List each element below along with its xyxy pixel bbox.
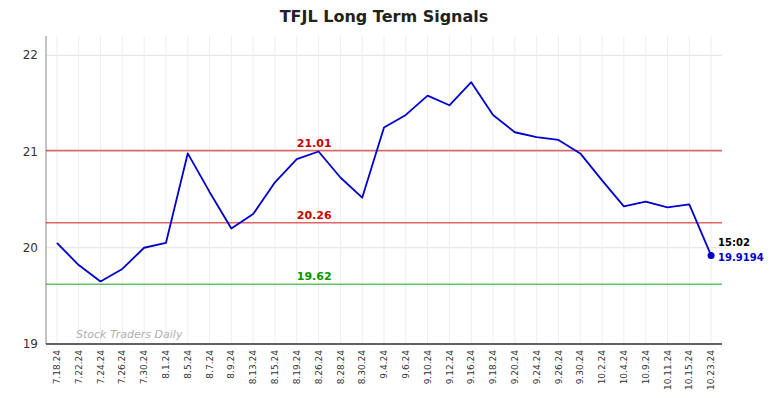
x-tick-label: 7.18.24 [52,350,62,385]
last-time-label: 15:02 [718,237,750,248]
x-grid-line [100,36,101,344]
x-tick-label: 10.4.24 [619,350,629,385]
x-tick-label: 8.9.24 [227,350,237,379]
x-tick-label: 8.5.24 [183,350,193,379]
x-tick-label: 8.30.24 [357,350,367,385]
x-grid-line [384,36,385,344]
x-tick-label: 7.22.24 [74,350,84,385]
x-tick-label: 9.20.24 [510,350,520,385]
x-grid-line [427,36,428,344]
x-grid-line [493,36,494,344]
x-tick-label: 10.23.24 [706,350,716,390]
x-tick-label: 10.15.24 [684,350,694,390]
x-grid-line [78,36,79,344]
level-label: 20.26 [297,209,332,222]
x-tick-label: 8.1.24 [161,350,171,379]
x-grid-line [449,36,450,344]
plot-area [46,82,722,284]
x-grid-line [602,36,603,344]
level-line [46,222,722,224]
x-grid-line [274,36,275,344]
level-line [46,284,722,286]
level-line [46,150,722,152]
x-grid-line [318,36,319,344]
x-axis-line [46,343,722,345]
x-tick-label: 9.12.24 [445,350,455,385]
x-tick-label: 10.11.24 [663,350,673,390]
x-tick-label: 8.7.24 [205,350,215,379]
x-grid-line [405,36,406,344]
x-tick-label: 8.13.24 [248,350,258,385]
x-grid-line [187,36,188,344]
x-grid-line [580,36,581,344]
x-tick-label: 7.26.24 [117,350,127,385]
x-tick-label: 9.10.24 [423,350,433,385]
x-tick-label: 10.9.24 [641,350,651,385]
x-tick-label: 9.4.24 [379,350,389,379]
x-tick-label: 7.30.24 [139,350,149,385]
last-value-label: 19.9194 [718,252,764,263]
x-tick-label: 8.15.24 [270,350,280,385]
y-axis-line [46,36,47,344]
x-grid-line [231,36,232,344]
x-tick-label: 9.26.24 [554,350,564,385]
x-grid-line [645,36,646,344]
watermark: Stock Traders Daily [76,328,183,341]
x-tick-label: 9.18.24 [488,350,498,385]
price-line [57,82,711,281]
x-tick-label: 7.24.24 [96,350,106,385]
x-tick-label: 10.2.24 [597,350,607,385]
level-label: 19.62 [297,270,332,283]
x-grid-line [689,36,690,344]
level-label: 21.01 [297,137,332,150]
x-tick-label: 9.16.24 [466,350,476,385]
x-grid-line [623,36,624,344]
x-grid-line [667,36,668,344]
grid [46,36,722,344]
x-grid-line [296,36,297,344]
y-tick-label: 20 [23,241,38,255]
x-grid-line [165,36,166,344]
x-grid-line [514,36,515,344]
y-tick-label: 22 [23,48,38,62]
x-grid-line [340,36,341,344]
x-grid-line [362,36,363,344]
x-tick-label: 9.30.24 [575,350,585,385]
y-tick-label: 19 [23,337,38,351]
x-grid-line [144,36,145,344]
x-grid-line [122,36,123,344]
last-point [708,252,715,259]
x-grid-line [711,36,712,344]
y-tick-label: 21 [23,145,38,159]
y-grid-line [46,344,722,345]
x-tick-label: 8.26.24 [314,350,324,385]
x-tick-label: 8.19.24 [292,350,302,385]
x-grid-line [558,36,559,344]
x-tick-label: 9.24.24 [532,350,542,385]
x-tick-label: 9.6.24 [401,350,411,379]
chart: 19 20 21 22 7.18.24 7.22.24 7.24.24 7.26.24 7.30… [0,0,784,398]
title: TFJL Long Term Signals [280,7,489,26]
x-grid-line [536,36,537,344]
x-tick-label: 8.28.24 [336,350,346,385]
x-grid-line [253,36,254,344]
x-grid-line [56,36,57,344]
